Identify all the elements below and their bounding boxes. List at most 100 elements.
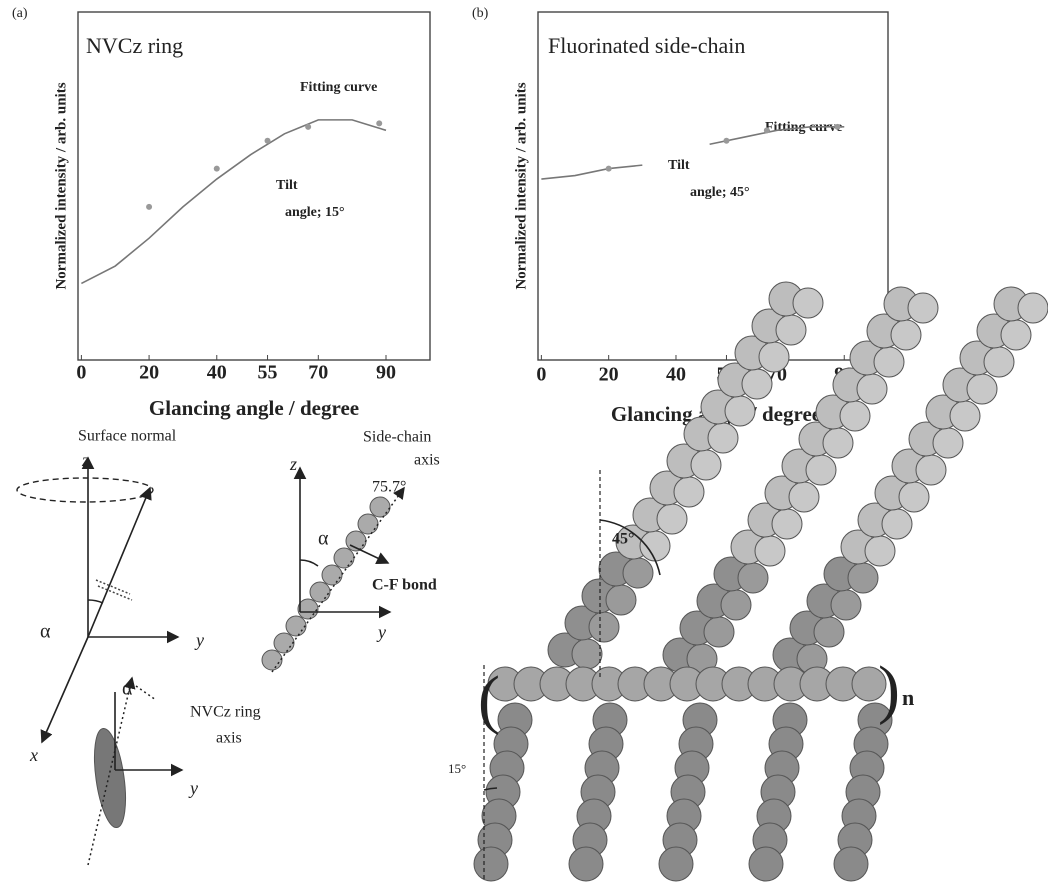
plot-frame — [78, 12, 430, 360]
atom — [789, 482, 819, 512]
panel-label: (a) — [12, 6, 28, 21]
atom — [704, 617, 734, 647]
atom — [823, 428, 853, 458]
bracket: ) — [878, 653, 900, 726]
annotation: Tilt — [668, 158, 690, 173]
label: C-F bond — [372, 577, 437, 594]
atom — [358, 514, 378, 534]
bracket: ( — [478, 663, 500, 736]
atom — [899, 482, 929, 512]
data-point — [835, 124, 841, 130]
atom — [742, 369, 772, 399]
label: 45° — [612, 531, 634, 548]
atom — [950, 401, 980, 431]
atom — [891, 320, 921, 350]
ring-vector — [88, 488, 150, 637]
atom — [806, 455, 836, 485]
atom — [967, 374, 997, 404]
atom — [691, 450, 721, 480]
data-point — [305, 124, 311, 130]
label: α — [122, 678, 133, 700]
atom — [657, 504, 687, 534]
x-tick-label: 0 — [536, 364, 546, 386]
x-axis — [42, 637, 88, 742]
ring-axis — [88, 678, 132, 865]
atom — [286, 616, 306, 636]
atom — [1018, 293, 1048, 323]
annotation: Fitting curve — [300, 80, 377, 95]
side-chain-shape — [262, 497, 390, 670]
atom — [834, 847, 868, 881]
label: n — [902, 685, 914, 710]
atom — [857, 374, 887, 404]
ring-shape — [89, 727, 131, 830]
x-tick-label: 40 — [666, 364, 686, 386]
x-tick-label: 70 — [308, 362, 328, 384]
angle-arc — [88, 600, 103, 603]
atom — [908, 293, 938, 323]
y-axis-label: Normalized intensity / arb. units — [513, 82, 529, 289]
atom — [474, 847, 508, 881]
atom — [772, 509, 802, 539]
atom — [606, 585, 636, 615]
atom — [755, 536, 785, 566]
atom — [848, 563, 878, 593]
label: axis — [414, 452, 440, 469]
label: x — [29, 745, 38, 765]
atom — [814, 617, 844, 647]
data-point — [214, 166, 220, 172]
atom — [865, 536, 895, 566]
atom — [840, 401, 870, 431]
chart-title: Fluorinated side-chain — [548, 33, 745, 58]
angle-arc — [300, 560, 318, 566]
label: Side-chain — [363, 429, 431, 446]
data-point — [764, 127, 770, 133]
atom — [572, 639, 602, 669]
atom — [882, 509, 912, 539]
atom — [738, 563, 768, 593]
pointer — [136, 686, 156, 700]
atom — [1001, 320, 1031, 350]
annotation: angle; 15° — [285, 205, 345, 220]
label: y — [194, 630, 204, 650]
precession-ellipse — [17, 478, 153, 502]
atom — [793, 288, 823, 318]
figure: 02040557090(a)NVCz ringGlancing angle / … — [0, 0, 1048, 883]
label: y — [188, 778, 198, 798]
label: z — [289, 454, 297, 474]
atom — [370, 497, 390, 517]
data-point — [723, 138, 729, 144]
atom — [916, 455, 946, 485]
data-point — [376, 120, 382, 126]
atom — [310, 582, 330, 602]
label: y — [376, 622, 386, 642]
data-point — [265, 138, 271, 144]
label: α — [318, 528, 329, 550]
x-tick-label: 20 — [139, 362, 159, 384]
x-tick-label: 0 — [76, 362, 86, 384]
annotation: angle; 45° — [690, 185, 750, 200]
panel-label: (b) — [472, 6, 489, 21]
side-chain-diagram: Side-chain axis z α 75.7° C-F bond y — [262, 429, 440, 672]
atom — [262, 650, 282, 670]
x-axis-label: Glancing angle / degree — [149, 396, 359, 420]
atom — [984, 347, 1014, 377]
fit-curve — [81, 120, 386, 284]
y-axis-label: Normalized intensity / arb. units — [53, 82, 69, 289]
atom — [776, 315, 806, 345]
atom — [274, 633, 294, 653]
atom — [708, 423, 738, 453]
atom — [298, 599, 318, 619]
x-tick-label: 90 — [376, 362, 396, 384]
x-tick-label: 20 — [599, 364, 619, 386]
atom — [759, 342, 789, 372]
atom — [322, 565, 342, 585]
atom — [334, 548, 354, 568]
atom — [831, 590, 861, 620]
atom — [674, 477, 704, 507]
atom — [933, 428, 963, 458]
label: α — [40, 621, 51, 643]
x-tick-label: 55 — [258, 362, 278, 384]
label: z — [81, 450, 89, 470]
atom — [659, 847, 693, 881]
